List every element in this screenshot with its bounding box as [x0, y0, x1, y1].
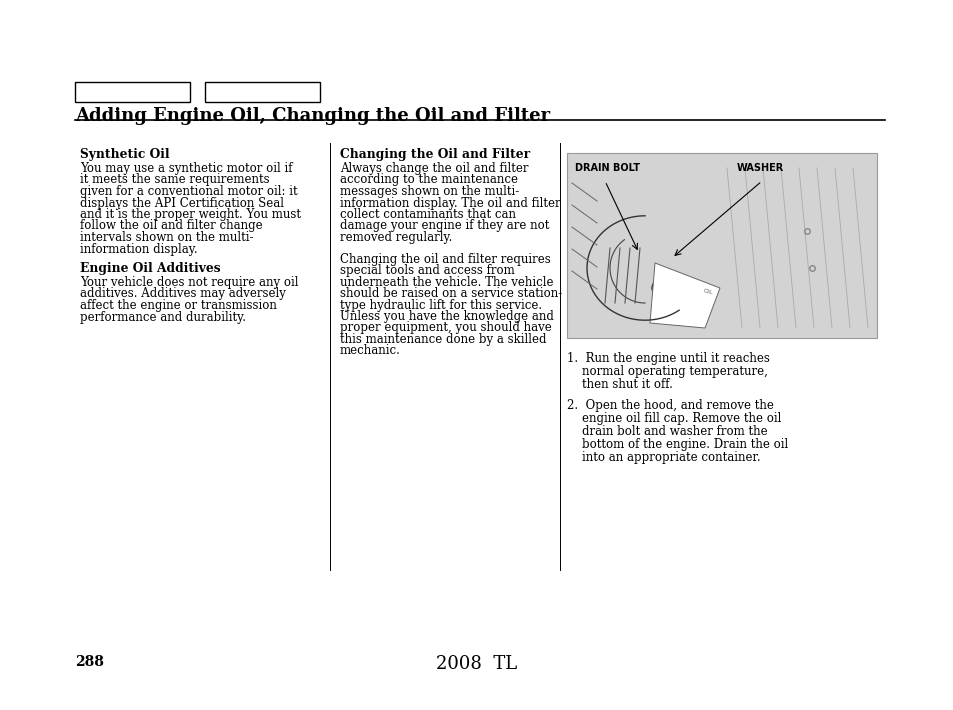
Text: additives. Additives may adversely: additives. Additives may adversely: [80, 288, 286, 300]
Text: follow the oil and filter change: follow the oil and filter change: [80, 219, 262, 232]
Text: proper equipment, you should have: proper equipment, you should have: [339, 322, 551, 334]
Text: underneath the vehicle. The vehicle: underneath the vehicle. The vehicle: [339, 275, 553, 288]
Polygon shape: [649, 263, 720, 328]
Text: displays the API Certification Seal: displays the API Certification Seal: [80, 197, 284, 209]
Text: bottom of the engine. Drain the oil: bottom of the engine. Drain the oil: [566, 438, 787, 451]
Text: Unless you have the knowledge and: Unless you have the knowledge and: [339, 310, 554, 323]
Text: WASHER: WASHER: [737, 163, 783, 173]
Text: collect contaminants that can: collect contaminants that can: [339, 208, 516, 221]
Text: type hydraulic lift for this service.: type hydraulic lift for this service.: [339, 298, 541, 312]
Text: OIL: OIL: [701, 288, 713, 295]
Text: mechanic.: mechanic.: [339, 344, 400, 358]
Text: DRAIN BOLT: DRAIN BOLT: [575, 163, 639, 173]
Text: it meets the same requirements: it meets the same requirements: [80, 173, 270, 187]
Text: drain bolt and washer from the: drain bolt and washer from the: [566, 425, 767, 438]
Text: affect the engine or transmission: affect the engine or transmission: [80, 299, 276, 312]
Bar: [205, 82, 319, 102]
Text: performance and durability.: performance and durability.: [80, 310, 246, 324]
Text: Changing the Oil and Filter: Changing the Oil and Filter: [339, 148, 530, 161]
Text: according to the maintenance: according to the maintenance: [339, 173, 517, 187]
Text: 2008  TL: 2008 TL: [436, 655, 517, 673]
Text: normal operating temperature,: normal operating temperature,: [566, 365, 767, 378]
Text: Engine Oil Additives: Engine Oil Additives: [80, 262, 220, 275]
Text: messages shown on the multi-: messages shown on the multi-: [339, 185, 518, 198]
Text: Your vehicle does not require any oil: Your vehicle does not require any oil: [80, 276, 298, 289]
Text: 288: 288: [75, 655, 104, 669]
Text: then shut it off.: then shut it off.: [566, 378, 672, 391]
Circle shape: [656, 284, 663, 292]
Circle shape: [651, 280, 667, 296]
Text: given for a conventional motor oil: it: given for a conventional motor oil: it: [80, 185, 297, 198]
Bar: [75, 82, 190, 102]
Text: 2.  Open the hood, and remove the: 2. Open the hood, and remove the: [566, 399, 773, 412]
Text: removed regularly.: removed regularly.: [339, 231, 452, 244]
Text: into an appropriate container.: into an appropriate container.: [566, 451, 760, 464]
Text: engine oil fill cap. Remove the oil: engine oil fill cap. Remove the oil: [566, 412, 781, 425]
Bar: [566, 153, 876, 338]
Text: information display. The oil and filter: information display. The oil and filter: [339, 197, 560, 209]
Text: intervals shown on the multi-: intervals shown on the multi-: [80, 231, 253, 244]
Text: and it is the proper weight. You must: and it is the proper weight. You must: [80, 208, 301, 221]
Text: Always change the oil and filter: Always change the oil and filter: [339, 162, 528, 175]
Text: Adding Engine Oil, Changing the Oil and Filter: Adding Engine Oil, Changing the Oil and …: [75, 107, 550, 125]
Text: damage your engine if they are not: damage your engine if they are not: [339, 219, 549, 232]
Text: You may use a synthetic motor oil if: You may use a synthetic motor oil if: [80, 162, 293, 175]
Text: 1.  Run the engine until it reaches: 1. Run the engine until it reaches: [566, 352, 769, 365]
Text: special tools and access from: special tools and access from: [339, 264, 515, 277]
Text: this maintenance done by a skilled: this maintenance done by a skilled: [339, 333, 546, 346]
Text: should be raised on a service station-: should be raised on a service station-: [339, 287, 561, 300]
Text: Synthetic Oil: Synthetic Oil: [80, 148, 170, 161]
Text: Changing the oil and filter requires: Changing the oil and filter requires: [339, 253, 550, 266]
Text: information display.: information display.: [80, 243, 197, 256]
